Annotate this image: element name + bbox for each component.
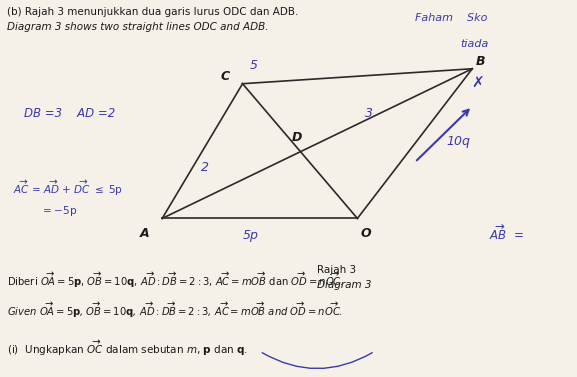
Text: tiada: tiada <box>461 39 489 49</box>
Text: Given $\overrightarrow{OA}=5\mathbf{p}$, $\overrightarrow{OB}=10\mathbf{q}$, $\o: Given $\overrightarrow{OA}=5\mathbf{p}$,… <box>7 301 343 320</box>
Text: $\overrightarrow{AB}$  =: $\overrightarrow{AB}$ = <box>489 224 524 243</box>
Text: 5: 5 <box>250 58 258 72</box>
Text: C: C <box>221 70 230 83</box>
Text: Faham    Sko: Faham Sko <box>415 12 487 23</box>
Text: = $-$5p: = $-$5p <box>42 204 77 218</box>
Text: 5p: 5p <box>243 229 259 242</box>
Text: 2: 2 <box>201 161 209 175</box>
Text: ✗: ✗ <box>471 76 484 91</box>
Text: A: A <box>140 227 150 240</box>
Text: D: D <box>292 132 302 144</box>
Text: (i)  Ungkapkan $\overrightarrow{OC}$ dalam sebutan $m$, $\mathbf{p}$ dan $\mathb: (i) Ungkapkan $\overrightarrow{OC}$ dala… <box>7 338 248 358</box>
Text: Diagram 3: Diagram 3 <box>317 280 372 290</box>
Text: O: O <box>361 227 372 240</box>
Text: 3: 3 <box>365 107 373 120</box>
Text: B: B <box>476 55 486 68</box>
Text: (b) Rajah 3 menunjukkan dua garis lurus ODC dan ADB.: (b) Rajah 3 menunjukkan dua garis lurus … <box>7 7 298 17</box>
Text: 10q: 10q <box>446 135 470 148</box>
Text: Diberi $\overrightarrow{OA}=5\mathbf{p}$, $\overrightarrow{OB}=10\mathbf{q}$, $\: Diberi $\overrightarrow{OA}=5\mathbf{p}$… <box>7 271 344 290</box>
Text: $\overrightarrow{AC}$ = $\overrightarrow{AD}$ + $\overrightarrow{DC}$ $\leq$ 5p: $\overrightarrow{AC}$ = $\overrightarrow… <box>13 179 123 198</box>
Text: DB =3    AD =2: DB =3 AD =2 <box>24 107 115 120</box>
Text: Rajah 3: Rajah 3 <box>317 265 357 275</box>
Text: Diagram 3 shows two straight lines ODC and ADB.: Diagram 3 shows two straight lines ODC a… <box>7 22 269 32</box>
